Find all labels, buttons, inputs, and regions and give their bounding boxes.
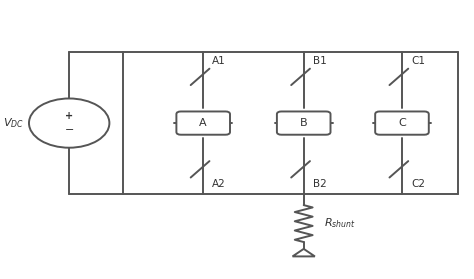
FancyBboxPatch shape [375, 112, 429, 135]
FancyBboxPatch shape [176, 112, 230, 135]
Text: A2: A2 [212, 179, 226, 189]
Text: B1: B1 [313, 56, 327, 66]
FancyBboxPatch shape [277, 112, 330, 135]
Text: $V_{DC}$: $V_{DC}$ [3, 116, 24, 130]
Text: A: A [200, 118, 207, 128]
Text: C2: C2 [411, 179, 425, 189]
Text: A1: A1 [212, 56, 226, 66]
Text: C1: C1 [411, 56, 425, 66]
Text: C: C [398, 118, 406, 128]
Text: $R_{shunt}$: $R_{shunt}$ [324, 217, 356, 230]
Text: +: + [65, 111, 73, 121]
Text: B: B [300, 118, 308, 128]
Text: −: − [64, 125, 74, 135]
Text: B2: B2 [313, 179, 327, 189]
